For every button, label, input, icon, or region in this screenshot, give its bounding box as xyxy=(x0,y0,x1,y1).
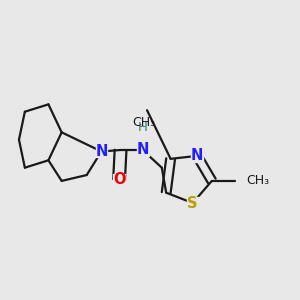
Bar xyxy=(187,197,199,209)
Text: N: N xyxy=(136,142,149,158)
Text: CH₃: CH₃ xyxy=(133,116,156,128)
Text: H: H xyxy=(138,121,148,134)
Bar xyxy=(137,144,148,156)
Bar xyxy=(191,150,203,162)
Text: CH₃: CH₃ xyxy=(247,174,270,188)
Text: N: N xyxy=(95,144,108,159)
Text: S: S xyxy=(188,196,198,211)
Text: N: N xyxy=(191,148,203,164)
Text: O: O xyxy=(113,172,125,187)
Bar xyxy=(95,146,107,158)
Bar xyxy=(113,174,125,185)
